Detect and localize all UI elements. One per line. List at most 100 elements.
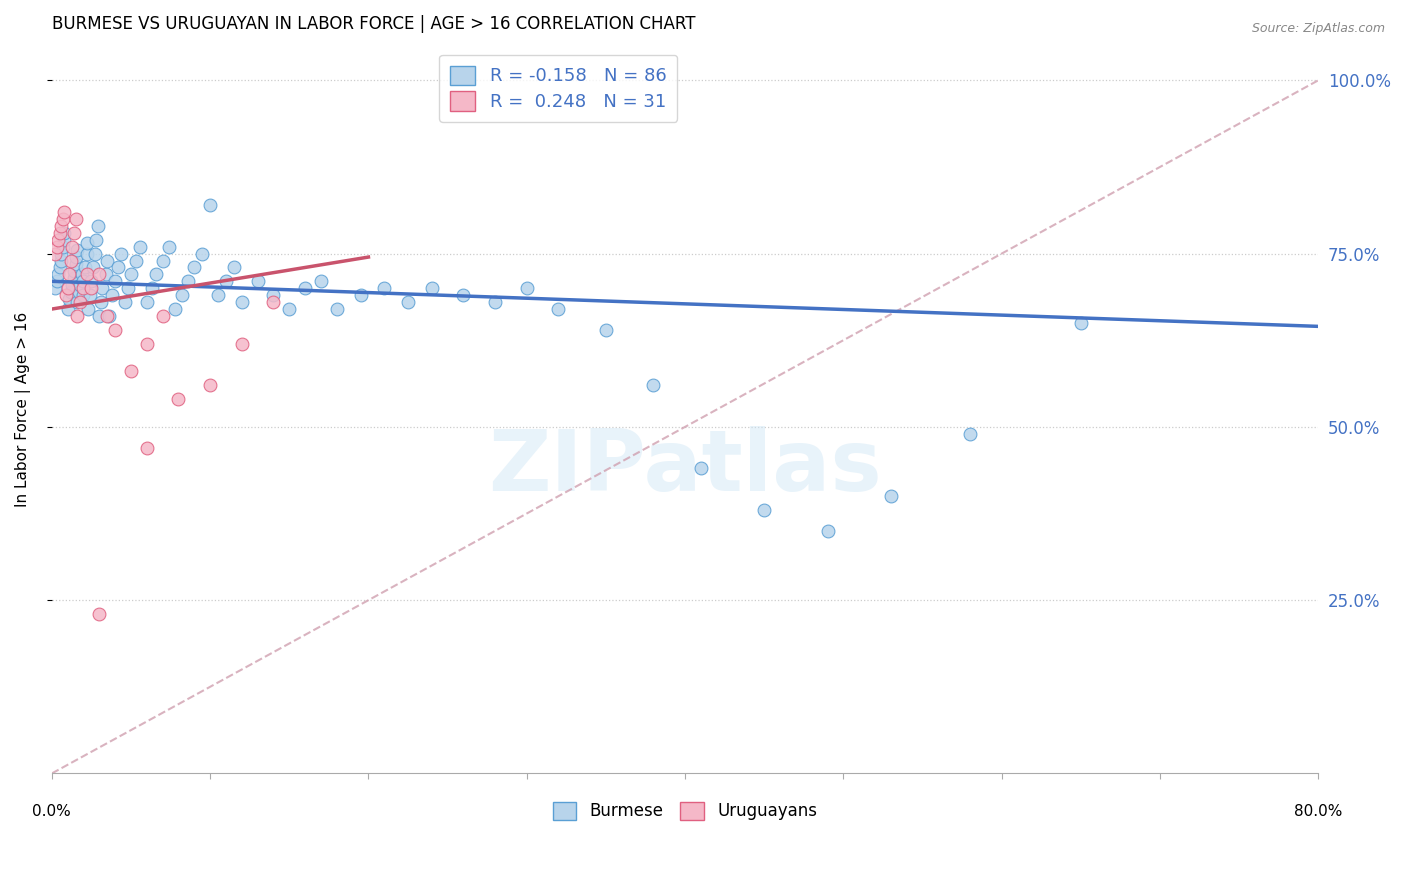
Point [222, 260, 245, 275]
Point [45, 240, 67, 254]
Text: Source: ZipAtlas.com: Source: ZipAtlas.com [1251, 22, 1385, 36]
Point [880, 489, 903, 503]
Point [80, 281, 103, 295]
Point [65, 211, 87, 226]
Point [69, 295, 91, 310]
Point [246, 274, 269, 288]
Point [44, 281, 66, 295]
Point [44, 246, 66, 260]
Point [89, 309, 111, 323]
Point [135, 336, 157, 351]
Point [125, 253, 148, 268]
Point [396, 295, 419, 310]
Point [56, 281, 79, 295]
Point [66, 309, 89, 323]
Point [80, 274, 103, 288]
Point [46, 268, 69, 282]
Point [65, 257, 87, 271]
Point [207, 288, 229, 302]
Point [643, 378, 665, 392]
Point [817, 524, 839, 538]
Point [51, 253, 73, 268]
Point [97, 309, 120, 323]
Point [90, 295, 112, 310]
Text: 0.0%: 0.0% [32, 804, 72, 819]
Point [117, 281, 139, 295]
Point [107, 260, 129, 275]
Point [45, 274, 67, 288]
Point [52, 211, 75, 226]
Point [62, 277, 84, 292]
Point [63, 226, 86, 240]
Point [59, 253, 82, 268]
Point [170, 288, 193, 302]
Point [167, 392, 190, 406]
Point [67, 285, 90, 299]
Point [51, 219, 73, 233]
Point [110, 246, 132, 260]
Point [48, 226, 70, 240]
Point [53, 233, 76, 247]
Point [120, 364, 142, 378]
Point [46, 233, 69, 247]
Legend: Burmese, Uruguayans: Burmese, Uruguayans [547, 795, 824, 827]
Point [135, 441, 157, 455]
Point [516, 281, 538, 295]
Point [76, 268, 98, 282]
Point [65, 250, 87, 264]
Point [141, 281, 163, 295]
Point [91, 281, 114, 295]
Text: ZIPatlas: ZIPatlas [488, 426, 882, 509]
Point [231, 295, 253, 310]
Point [55, 288, 77, 302]
Point [58, 268, 80, 282]
Point [547, 301, 569, 316]
Point [215, 274, 238, 288]
Point [48, 260, 70, 275]
Point [484, 295, 506, 310]
Point [349, 288, 371, 302]
Point [689, 461, 711, 475]
Point [79, 288, 101, 302]
Point [177, 274, 200, 288]
Point [453, 288, 475, 302]
Point [96, 253, 118, 268]
Point [198, 378, 221, 392]
Point [120, 268, 142, 282]
Point [76, 246, 98, 260]
Point [595, 323, 617, 337]
Point [72, 288, 94, 302]
Point [96, 309, 118, 323]
Point [51, 246, 73, 260]
Point [59, 285, 82, 299]
Point [76, 236, 98, 251]
Point [145, 268, 167, 282]
Point [152, 253, 174, 268]
Point [77, 301, 100, 316]
Point [1070, 316, 1092, 330]
Point [53, 226, 76, 240]
Point [294, 281, 316, 295]
Point [183, 260, 205, 275]
Point [70, 268, 93, 282]
Point [262, 288, 284, 302]
Point [309, 274, 332, 288]
Text: 80.0%: 80.0% [1294, 804, 1343, 819]
Point [157, 240, 180, 254]
Point [114, 295, 136, 310]
Point [83, 246, 105, 260]
Point [53, 205, 76, 219]
Point [82, 260, 104, 275]
Point [56, 301, 79, 316]
Point [198, 198, 221, 212]
Point [66, 295, 89, 310]
Point [278, 301, 301, 316]
Point [129, 240, 152, 254]
Point [87, 219, 110, 233]
Point [101, 288, 124, 302]
Point [75, 260, 97, 275]
Point [66, 243, 89, 257]
Point [420, 281, 443, 295]
Y-axis label: In Labor Force | Age > 16: In Labor Force | Age > 16 [15, 312, 31, 508]
Point [754, 503, 776, 517]
